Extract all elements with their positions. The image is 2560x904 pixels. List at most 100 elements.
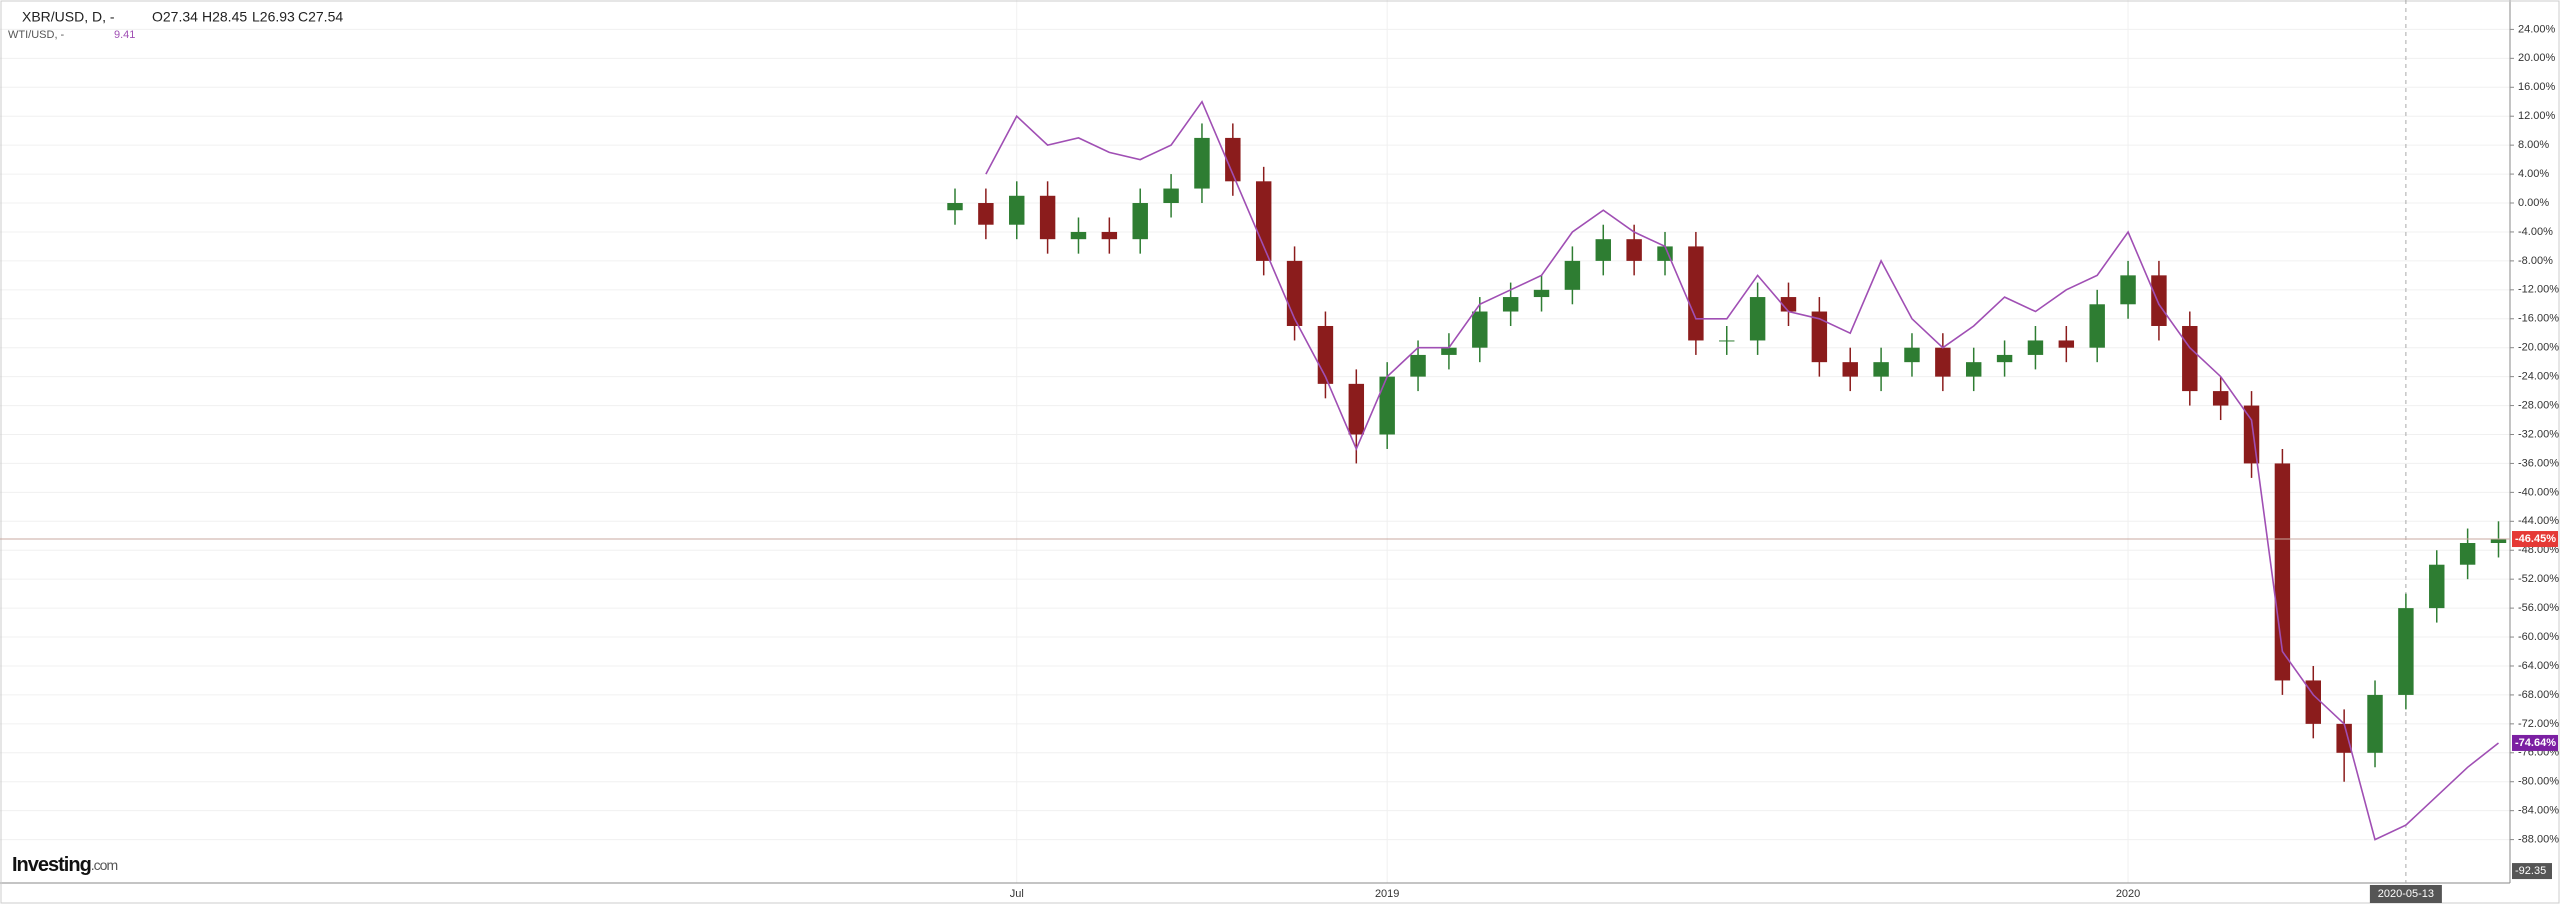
y-tick-label: -40.00% [2518,486,2559,498]
y-tick-label: -88.00% [2518,834,2559,846]
candle-body [1935,347,1951,377]
candle-body [2120,275,2136,305]
candle-body [1873,362,1889,377]
low-value: L26.93 [252,9,295,25]
price-tag: -74.64% [2515,737,2556,749]
y-tick-label: 16.00% [2518,81,2556,93]
candle-body [1039,195,1056,240]
grid [0,0,2510,883]
candle-body [2459,543,2476,565]
price-tag-bg [2512,531,2558,548]
crosshair-label-bg [2369,885,2442,903]
scale-bottom-tag-bg [2512,863,2552,880]
line-series [985,100,2499,841]
y-tick-label: 12.00% [2518,110,2556,122]
y-tick-label: 8.00% [2518,139,2549,151]
candle-body [1719,340,1735,342]
y-tick-label: -4.00% [2518,226,2553,238]
candle-body [2336,723,2352,753]
candle-body [1009,195,1025,225]
candle-body [1811,311,1828,363]
y-tick-label: -64.00% [2518,660,2559,672]
y-tick-label: -20.00% [2518,342,2559,354]
y-tick-label: -8.00% [2518,255,2553,267]
symbol: XBR/USD, D, - [22,9,115,25]
price-tag: -46.45% [2515,533,2556,545]
y-tick-label: 4.00% [2518,168,2549,180]
watermark-suffix: .com [91,857,118,873]
price-tag-bg [2512,734,2558,751]
y-tick-label: 0.00% [2518,197,2549,209]
candle-body [2429,564,2445,609]
candle-body [1965,362,1982,377]
high-value: H28.45 [202,9,247,25]
candle-body [1101,231,1118,240]
crosshair-label: 2020-05-13 [2378,888,2434,900]
candle-body [1163,188,1179,204]
open-value: O27.34 [152,9,198,25]
candle-body [1410,354,1426,377]
y-tick-label: -44.00% [2518,515,2559,527]
candle-body [1132,203,1148,240]
y-tick-label: -16.00% [2518,313,2559,325]
y-tick-label: -60.00% [2518,631,2559,643]
y-tick-label: -52.00% [2518,573,2559,585]
watermark-brand: Investing [12,854,91,876]
x-tick-label: 2019 [1375,888,1399,900]
symbol2-value: 9.41 [114,29,135,41]
candle-body [1688,246,1704,341]
candle-body [1286,260,1303,326]
candle-body [2367,694,2383,753]
x-tick-label: Jul [1010,888,1024,900]
y-tick-label: -48.00% [2518,544,2559,556]
watermark: Investing.com [12,854,117,876]
y-tick-label: -32.00% [2518,428,2559,440]
scale-bottom-tag: -92.35 [2515,865,2546,877]
candle-body [2212,391,2229,406]
candle-body [1379,376,1395,435]
y-tick-label: -80.00% [2518,776,2559,788]
y-tick-label: -84.00% [2518,805,2559,817]
candle-body [2398,608,2414,695]
candle-body [1472,311,1488,348]
candle-body [2151,275,2167,326]
y-tick-label: -24.00% [2518,371,2559,383]
close-value: C27.54 [298,9,343,25]
candle-body [2305,680,2321,724]
y-tick-label: 20.00% [2518,52,2556,64]
candle-body [1842,362,1858,377]
y-tick-label: -72.00% [2518,718,2559,730]
candle-body [947,203,963,211]
y-tick-label: 24.00% [2518,23,2556,35]
candle-body [978,203,994,225]
symbol2: WTI/USD, - [8,29,65,41]
candle-body [1255,181,1272,261]
candle-body [1904,347,1920,363]
y-tick-label: -36.00% [2518,457,2559,469]
candle-body [2490,539,2507,544]
y-tick-label: -56.00% [2518,602,2559,614]
candle-body [1194,137,1210,189]
candle-body [1502,297,1519,312]
y-tick-label: -28.00% [2518,399,2559,411]
candle-body [1626,239,1642,261]
candle-body [2058,340,2075,348]
candle-body [1441,347,1457,355]
candle-body [2182,325,2198,392]
candle-body [1348,383,1365,435]
candle-body [1749,297,1766,341]
candle-body [1225,137,1241,182]
y-tick-label: -12.00% [2518,284,2559,296]
candle-body [1595,239,1611,261]
candle-body [1564,260,1581,290]
candle-body [1996,354,2013,363]
y-tick-label: -68.00% [2518,689,2559,701]
candle-body [2089,304,2105,348]
candle-body [1533,289,1550,298]
candle-body [1070,231,1087,240]
x-tick-label: 2020 [2116,888,2140,900]
candle-body [2027,340,2044,355]
